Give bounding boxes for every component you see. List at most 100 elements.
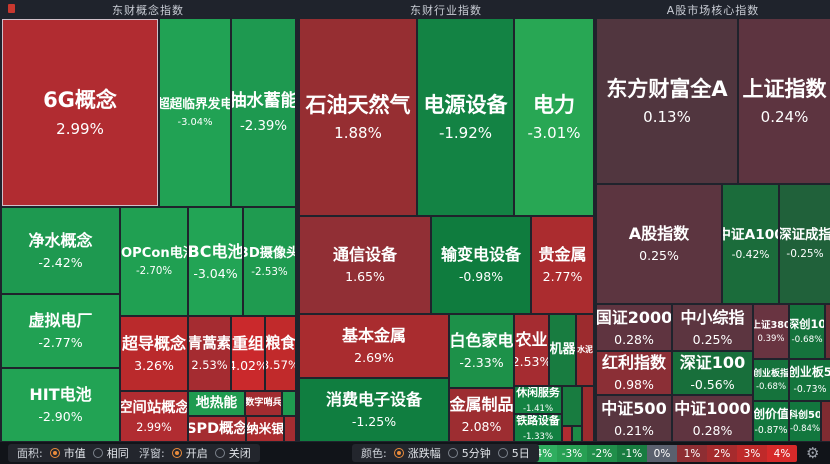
tile-粮食[interactable]: 粮食 3.57% (266, 317, 295, 390)
legend-swatch-4%: 4% (767, 445, 797, 462)
tile-超导概念[interactable]: 超导概念 3.26% (121, 317, 187, 390)
tile-name: 虚拟电厂 (28, 311, 93, 331)
tile-blank[interactable] (822, 402, 830, 441)
tile-纳米银[interactable]: 纳米银 (247, 417, 283, 441)
tile-A股指数[interactable]: A股指数 0.25% (597, 185, 721, 303)
tile-白色家电[interactable]: 白色家电 -2.33% (450, 315, 513, 387)
tile-中小综指[interactable]: 中小综指 0.25% (673, 305, 752, 350)
tile-净水概念[interactable]: 净水概念 -2.42% (2, 208, 119, 293)
tile-金属制品[interactable]: 金属制品 2.08% (450, 389, 513, 441)
tile-红利指数[interactable]: 红利指数 0.98% (597, 352, 671, 394)
tile-地热能[interactable]: 地热能 (189, 392, 244, 415)
tile-name: 贵金属 (538, 245, 587, 265)
tile-创业板5[interactable]: 创业板5 -0.73% (790, 360, 830, 400)
radio-label: 开启 (185, 447, 208, 460)
tile-3D摄像头[interactable]: 3D摄像头 -2.53% (244, 208, 295, 315)
tile-name: 青蒿素 (189, 334, 230, 352)
tile-HIT电池[interactable]: HIT电池 -2.90% (2, 369, 119, 441)
tile-SPD概念[interactable]: SPD概念 (189, 417, 245, 441)
tile-value: -2.39% (239, 118, 288, 134)
tile-value: 2.99% (136, 421, 172, 435)
tile-水泥[interactable]: 水泥 (577, 315, 593, 385)
tile-value: 0.98% (614, 377, 654, 393)
tile-机器[interactable]: 机器 (550, 315, 575, 385)
tile-BC电池[interactable]: BC电池 -3.04% (189, 208, 242, 315)
tile-基本金属[interactable]: 基本金属 2.69% (300, 315, 448, 377)
tile-value: -0.42% (731, 247, 770, 261)
tile-贵金属[interactable]: 贵金属 2.77% (532, 217, 593, 313)
tile-通信设备[interactable]: 通信设备 1.65% (300, 217, 430, 313)
tile-铁路设备[interactable]: 铁路设备 -1.33% (515, 415, 561, 441)
tile-blank[interactable] (563, 427, 571, 441)
tile-value: -3.04% (193, 265, 238, 281)
tile-深创10[interactable]: 深创10 -0.68% (790, 305, 824, 358)
toolbar: -4% -3% -2% -1% 0% 1% 2% 3% 4% ⚙ 面积: 市值 相同 浮窗: 开启 关闭颜… (0, 442, 830, 464)
tile-超超临界发电[interactable]: 超超临界发电 -3.04% (160, 19, 230, 206)
tile-blank[interactable] (583, 387, 593, 441)
tile-value: 0.21% (614, 422, 654, 438)
tile-value: -2.33% (459, 355, 504, 371)
tile-TOPCon电池[interactable]: TOPCon电池 -2.70% (121, 208, 187, 315)
tile-中证A100[interactable]: 中证A100 -0.42% (723, 185, 778, 303)
tile-name: 基本金属 (341, 326, 406, 346)
tile-抽水蓄能[interactable]: 抽水蓄能 -2.39% (232, 19, 295, 206)
radio-关闭[interactable]: 关闭 (214, 445, 251, 461)
tile-青蒿素[interactable]: 青蒿素 2.53% (189, 317, 230, 390)
tile-消费电子设备[interactable]: 消费电子设备 -1.25% (300, 379, 448, 441)
tile-输变电设备[interactable]: 输变电设备 -0.98% (432, 217, 530, 313)
radio-市值[interactable]: 市值 (49, 445, 86, 461)
tile-blank[interactable] (283, 392, 295, 415)
tile-中证500[interactable]: 中证500 0.21% (597, 396, 671, 441)
tile-重组[interactable]: 重组 4.02% (232, 317, 264, 390)
tile-虚拟电厂[interactable]: 虚拟电厂 -2.77% (2, 295, 119, 367)
tile-数字哨兵[interactable]: 数字哨兵 (246, 392, 281, 415)
tile-电力[interactable]: 电力 -3.01% (515, 19, 593, 215)
tile-科创50[interactable]: 科创50 -0.84% (790, 402, 820, 441)
tile-休闲服务[interactable]: 休闲服务 -1.41% (515, 387, 561, 413)
tile-name: 粮食 (266, 334, 295, 353)
legend-swatch-0%: 0% (647, 445, 677, 462)
tile-name: 6G概念 (43, 88, 117, 113)
tile-blank[interactable] (285, 417, 295, 441)
tile-name: 中证500 (601, 398, 667, 418)
radio-开启[interactable]: 开启 (171, 445, 208, 461)
tile-name: 输变电设备 (440, 245, 521, 265)
tile-创价值[interactable]: 创价值 -0.87% (754, 402, 788, 441)
tile-电源设备[interactable]: 电源设备 -1.92% (418, 19, 513, 215)
radio-unselected-icon (92, 448, 103, 458)
tile-6G概念[interactable]: 6G概念 2.99% (2, 19, 158, 206)
tile-国证2000[interactable]: 国证2000 0.28% (597, 305, 671, 350)
tile-value: 4.02% (232, 357, 264, 373)
tile-blank[interactable] (563, 387, 581, 425)
tile-石油天然气[interactable]: 石油天然气 1.88% (300, 19, 416, 215)
control-group-area: 面积: 市值 相同 (8, 444, 138, 462)
tile-深证100[interactable]: 深证100 -0.56% (673, 352, 752, 394)
radio-相同[interactable]: 相同 (92, 445, 129, 461)
tile-深证成指[interactable]: 深证成指 -0.25% (780, 185, 830, 303)
tile-上证380[interactable]: 上证380 0.39% (754, 305, 788, 358)
radio-selected-icon (171, 448, 182, 458)
tile-name: 3D摄像头 (244, 245, 295, 261)
control-group-label: 浮窗: (139, 447, 165, 460)
tile-创业板指[interactable]: 创业板指 -0.68% (754, 360, 788, 400)
tile-value: 2.53% (515, 354, 548, 370)
settings-gear-icon[interactable]: ⚙ (806, 444, 820, 462)
radio-5分钟[interactable]: 5分钟 (447, 445, 491, 461)
tile-中证1000[interactable]: 中证1000 0.28% (673, 396, 752, 441)
tile-name: A股指数 (628, 224, 690, 244)
tile-东方财富全A[interactable]: 东方财富全A 0.13% (597, 19, 737, 183)
tile-value: 0.25% (692, 331, 733, 347)
tile-农业[interactable]: 农业 2.53% (515, 315, 548, 385)
control-group-label: 面积: (17, 447, 43, 460)
tile-name: 上证指数 (742, 76, 827, 101)
tile-name: 铁路设备 (516, 415, 560, 427)
radio-涨跌幅[interactable]: 涨跌幅 (393, 445, 441, 461)
radio-5日[interactable]: 5日 (497, 445, 530, 461)
tile-上证指数[interactable]: 上证指数 0.24% (739, 19, 830, 183)
tile-blank[interactable] (826, 305, 830, 358)
legend-swatch--3%: -3% (557, 445, 587, 462)
tile-blank[interactable] (573, 427, 581, 441)
tile-value: -0.25% (786, 248, 824, 261)
tile-空间站概念[interactable]: 空间站概念 2.99% (121, 392, 187, 441)
